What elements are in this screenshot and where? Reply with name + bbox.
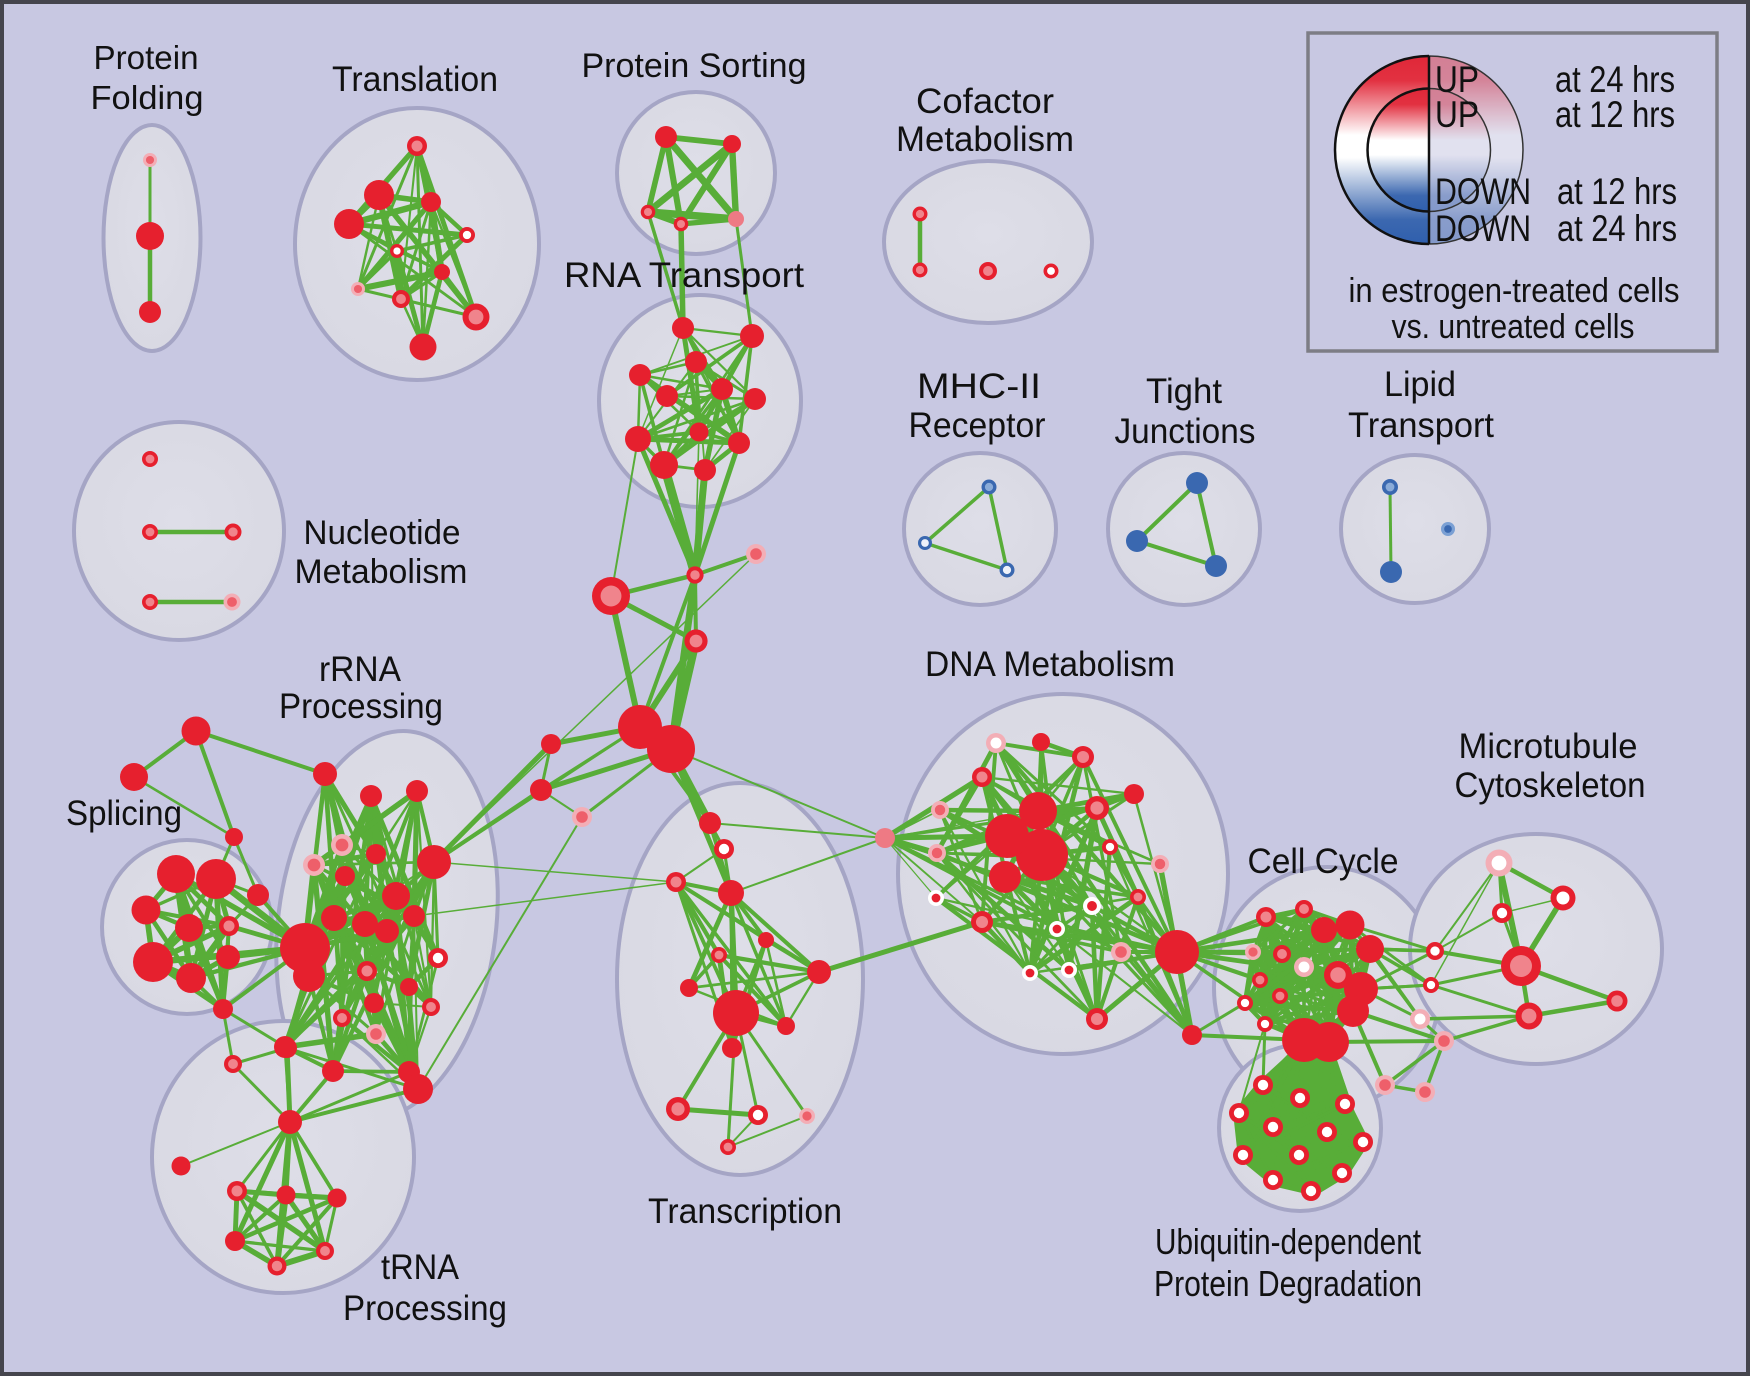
svg-text:Folding: Folding — [91, 79, 204, 116]
svg-text:rRNA: rRNA — [319, 650, 402, 689]
svg-text:Translation: Translation — [332, 60, 498, 99]
svg-text:Metabolism: Metabolism — [896, 120, 1074, 159]
svg-text:Transport: Transport — [1348, 406, 1494, 445]
svg-text:Lipid: Lipid — [1384, 365, 1456, 404]
svg-text:at 24 hrs: at 24 hrs — [1555, 59, 1675, 100]
svg-text:Nucleotide: Nucleotide — [304, 514, 461, 552]
svg-text:UP: UP — [1435, 94, 1479, 135]
svg-text:Protein: Protein — [94, 39, 199, 76]
svg-text:Junctions: Junctions — [1115, 412, 1256, 451]
svg-text:Cofactor: Cofactor — [916, 82, 1054, 121]
svg-text:at 24 hrs: at 24 hrs — [1557, 208, 1677, 249]
svg-text:in estrogen-treated cells: in estrogen-treated cells — [1349, 272, 1680, 310]
svg-text:Processing: Processing — [279, 687, 443, 726]
svg-text:MHC-II: MHC-II — [917, 367, 1041, 406]
svg-text:UP: UP — [1435, 59, 1479, 100]
svg-text:Processing: Processing — [343, 1289, 507, 1328]
svg-text:Protein Sorting: Protein Sorting — [582, 47, 807, 85]
svg-text:Cytoskeleton: Cytoskeleton — [1455, 766, 1646, 805]
svg-text:vs. untreated cells: vs. untreated cells — [1392, 308, 1635, 346]
svg-text:DOWN: DOWN — [1435, 208, 1531, 249]
svg-text:Transcription: Transcription — [648, 1192, 842, 1231]
svg-text:Cell Cycle: Cell Cycle — [1248, 842, 1399, 881]
svg-text:Metabolism: Metabolism — [295, 553, 468, 591]
svg-text:RNA Transport: RNA Transport — [564, 256, 804, 295]
svg-text:tRNA: tRNA — [381, 1248, 460, 1287]
svg-text:Ubiquitin-dependent: Ubiquitin-dependent — [1155, 1221, 1421, 1262]
svg-text:at 12 hrs: at 12 hrs — [1555, 94, 1675, 135]
svg-text:Tight: Tight — [1146, 372, 1222, 411]
svg-text:Splicing: Splicing — [66, 794, 182, 833]
svg-text:DNA Metabolism: DNA Metabolism — [925, 645, 1175, 684]
svg-text:Receptor: Receptor — [909, 406, 1046, 445]
svg-text:at 12 hrs: at 12 hrs — [1557, 171, 1677, 212]
svg-text:Protein Degradation: Protein Degradation — [1154, 1263, 1422, 1304]
svg-text:Microtubule: Microtubule — [1459, 727, 1638, 766]
svg-text:DOWN: DOWN — [1435, 171, 1531, 212]
